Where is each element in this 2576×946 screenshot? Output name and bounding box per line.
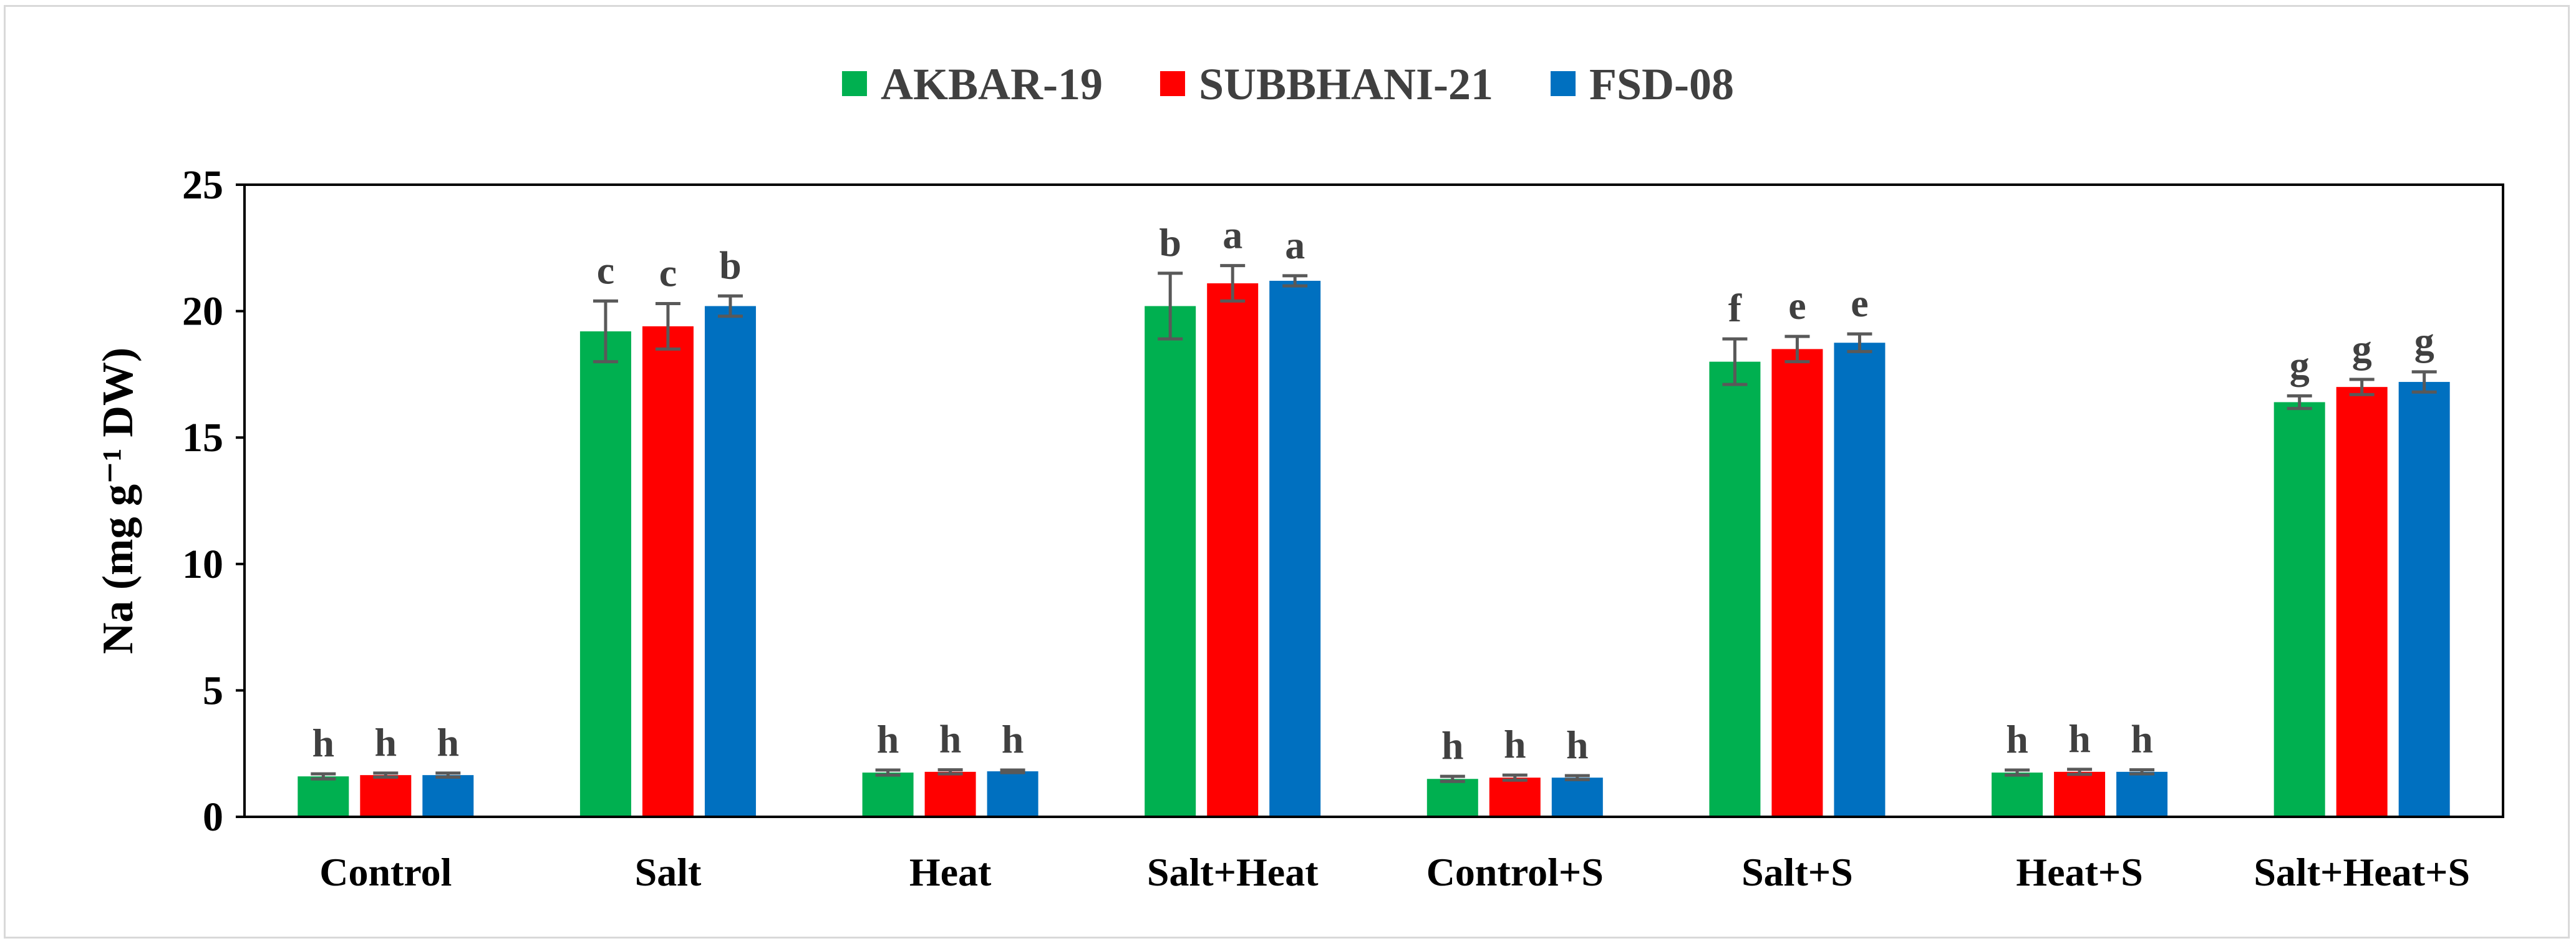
y-tick-label: 25 bbox=[182, 162, 223, 208]
y-tick-label: 20 bbox=[182, 289, 223, 334]
bar bbox=[704, 306, 756, 817]
bars bbox=[298, 280, 2450, 817]
legend-item: SUBBHANI-21 bbox=[1160, 59, 1493, 109]
significance-letter: h bbox=[2006, 717, 2028, 761]
bar bbox=[579, 331, 631, 817]
x-tick-label: Salt+S bbox=[1741, 850, 1853, 894]
x-tick-label: Salt bbox=[635, 850, 702, 894]
significance-letter: h bbox=[1566, 723, 1589, 767]
y-tick-label: 15 bbox=[182, 415, 223, 461]
bar bbox=[1771, 349, 1823, 817]
significance-letter: h bbox=[1441, 723, 1464, 768]
error-bars bbox=[311, 264, 2437, 783]
significance-letter: e bbox=[1788, 283, 1806, 328]
bar bbox=[1489, 778, 1541, 817]
axes bbox=[236, 183, 2504, 818]
bar bbox=[1145, 306, 1196, 817]
bar bbox=[2398, 382, 2450, 817]
legend-label: FSD-08 bbox=[1589, 59, 1734, 109]
significance-letter: b bbox=[719, 243, 742, 287]
y-tick-label: 0 bbox=[203, 794, 223, 840]
x-tick-label: Control+S bbox=[1426, 850, 1604, 894]
x-tick-label: Control bbox=[319, 850, 452, 894]
significance-letter: a bbox=[1223, 213, 1242, 257]
x-tick-label: Heat bbox=[909, 850, 992, 894]
legend: AKBAR-19 SUBBHANI-21 FSD-08 bbox=[841, 59, 1734, 109]
legend-swatch bbox=[1160, 71, 1185, 96]
bar bbox=[1426, 779, 1478, 817]
significance-letter: h bbox=[939, 717, 962, 761]
x-tick-label: Heat+S bbox=[2016, 850, 2143, 894]
bar bbox=[1834, 343, 1886, 817]
legend-item: FSD-08 bbox=[1551, 59, 1734, 109]
significance-letter: a bbox=[1285, 223, 1305, 267]
y-tick-labels: 0 5 10 15 20 25 bbox=[182, 162, 223, 840]
significance-letter: h bbox=[437, 720, 460, 764]
bar bbox=[2054, 771, 2106, 817]
bar bbox=[1207, 283, 1259, 817]
bar bbox=[642, 326, 694, 817]
significance-letter: b bbox=[1159, 220, 1181, 265]
bar bbox=[422, 775, 474, 817]
bar bbox=[1269, 280, 1321, 817]
legend-item: AKBAR-19 bbox=[841, 59, 1103, 109]
legend-label: SUBBHANI-21 bbox=[1199, 59, 1493, 109]
significance-letter: c bbox=[597, 248, 614, 292]
significance-letter: h bbox=[2131, 717, 2153, 761]
legend-swatch bbox=[841, 71, 867, 96]
bar bbox=[2336, 387, 2388, 817]
significance-letters: h h hc c bh h hb a ah h hf e eh h hg g g bbox=[312, 213, 2434, 768]
significance-letter: h bbox=[2068, 716, 2091, 761]
bar bbox=[862, 773, 914, 817]
y-tick-label: 10 bbox=[182, 542, 223, 587]
significance-letter: h bbox=[1002, 717, 1024, 761]
y-axis-title-group: Na (mg g⁻¹ DW) bbox=[94, 348, 142, 654]
significance-letter: h bbox=[375, 720, 397, 764]
plot-area-border bbox=[243, 183, 2504, 818]
significance-letter: h bbox=[877, 717, 899, 761]
bar bbox=[2273, 402, 2325, 817]
significance-letter: h bbox=[312, 721, 335, 765]
significance-letter: f bbox=[1728, 286, 1742, 330]
bar bbox=[298, 776, 349, 817]
significance-letter: g bbox=[2414, 319, 2434, 363]
y-tick-label: 5 bbox=[203, 668, 223, 713]
x-tick-label: Salt+Heat bbox=[1147, 850, 1319, 894]
x-tick-labels: Control Salt Heat Salt+Heat Control+S Salt+S H… bbox=[319, 850, 2470, 894]
bar bbox=[987, 771, 1039, 817]
legend-swatch bbox=[1551, 71, 1576, 96]
bar bbox=[360, 775, 412, 817]
bar bbox=[1992, 773, 2043, 817]
bar bbox=[924, 771, 976, 817]
y-axis-title: Na (mg g⁻¹ DW) bbox=[94, 348, 142, 654]
legend-label: AKBAR-19 bbox=[881, 59, 1103, 109]
bar bbox=[1551, 778, 1603, 817]
significance-letter: h bbox=[1504, 722, 1526, 766]
bar bbox=[1709, 361, 1761, 817]
bar bbox=[2116, 771, 2168, 817]
x-tick-label: Salt+Heat+S bbox=[2254, 850, 2470, 894]
significance-letter: g bbox=[2352, 326, 2372, 371]
significance-letter: e bbox=[1851, 281, 1868, 325]
significance-letter: c bbox=[659, 250, 677, 295]
significance-letter: g bbox=[2290, 343, 2310, 387]
